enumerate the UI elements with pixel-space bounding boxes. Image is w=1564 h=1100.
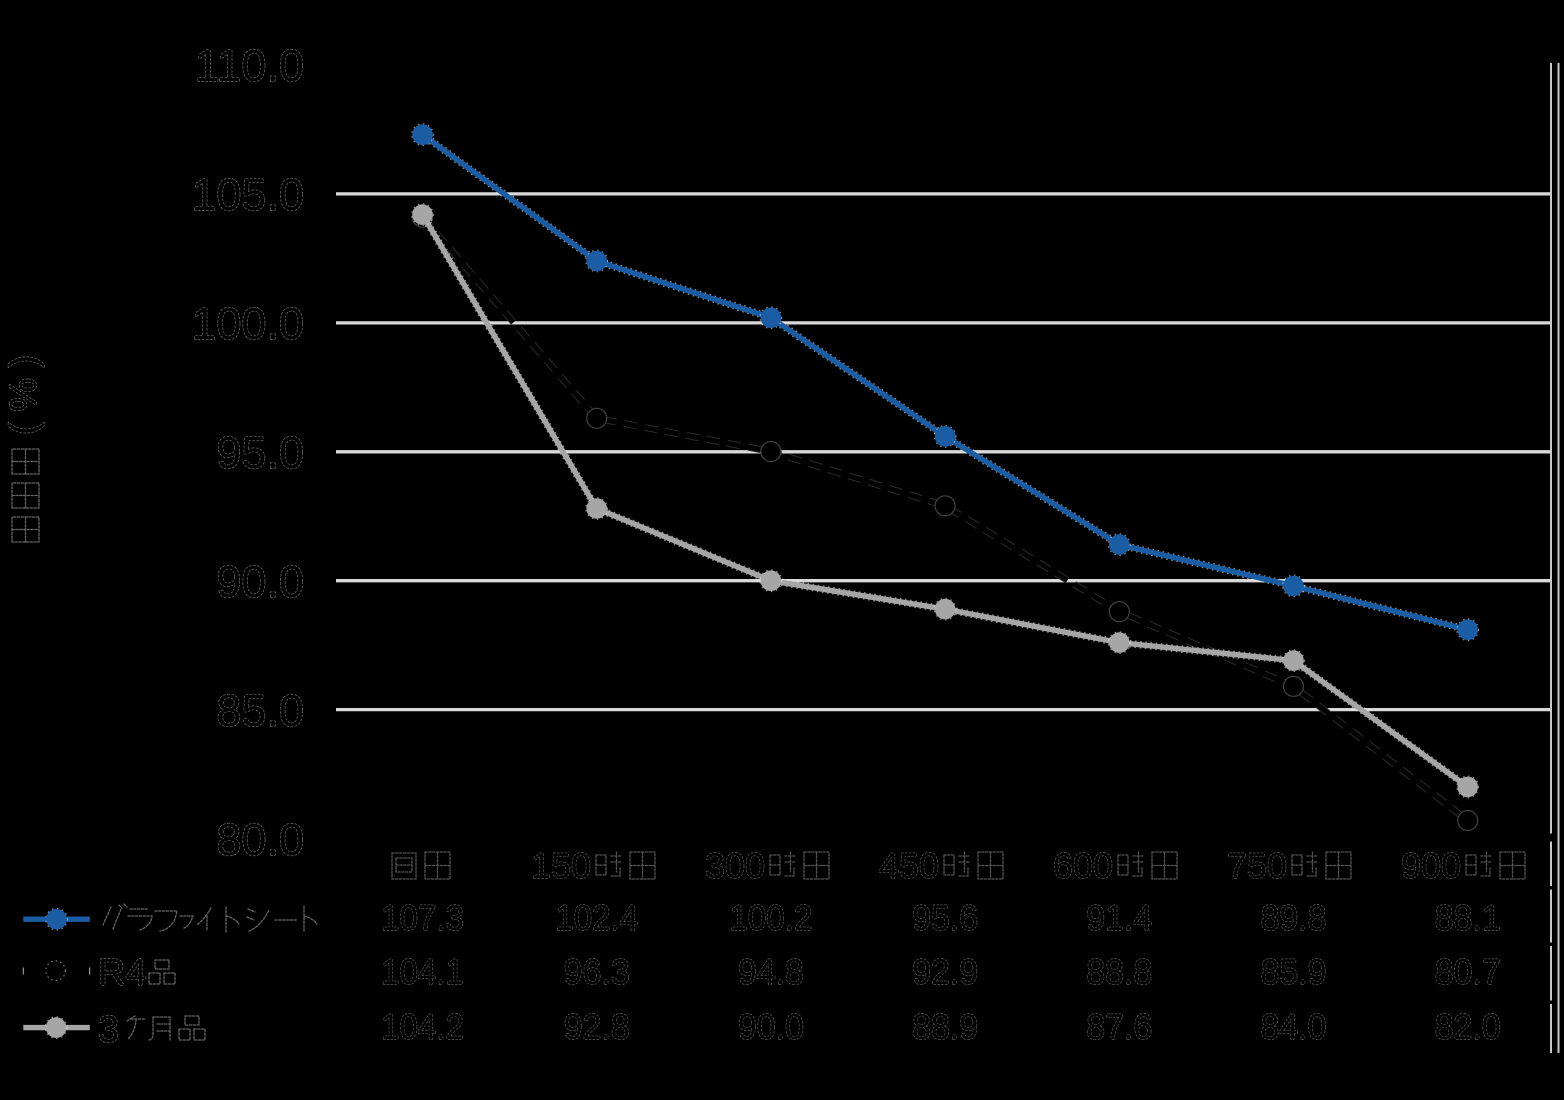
svg-text:94.8: 94.8 xyxy=(738,951,804,992)
svg-text:88.8: 88.8 xyxy=(1086,951,1152,992)
svg-text:100.2: 100.2 xyxy=(729,897,812,938)
svg-text:R4: R4 xyxy=(98,952,147,994)
svg-text:105.0: 105.0 xyxy=(191,169,304,220)
svg-text:80.7: 80.7 xyxy=(1435,951,1501,992)
svg-text:96.3: 96.3 xyxy=(564,951,630,992)
svg-text:100.0: 100.0 xyxy=(191,298,304,349)
svg-text:82.0: 82.0 xyxy=(1435,1006,1501,1047)
svg-text:450: 450 xyxy=(879,845,939,886)
svg-text:110.0: 110.0 xyxy=(195,40,304,91)
svg-text:900: 900 xyxy=(1401,845,1461,886)
svg-text:85.9: 85.9 xyxy=(1261,951,1327,992)
svg-text:92.9: 92.9 xyxy=(912,951,978,992)
svg-text:150: 150 xyxy=(531,845,591,886)
svg-text:104.2: 104.2 xyxy=(381,1006,464,1047)
svg-text:102.4: 102.4 xyxy=(555,897,638,938)
svg-text:107.3: 107.3 xyxy=(381,897,464,938)
svg-text:3: 3 xyxy=(98,1009,119,1051)
svg-text:92.8: 92.8 xyxy=(564,1006,630,1047)
svg-text:95.6: 95.6 xyxy=(912,897,978,938)
svg-text:600: 600 xyxy=(1053,845,1113,886)
svg-text:84.0: 84.0 xyxy=(1261,1006,1327,1047)
svg-text:750: 750 xyxy=(1227,845,1287,886)
svg-text:80.0: 80.0 xyxy=(216,814,304,865)
svg-text:95.0: 95.0 xyxy=(216,427,304,478)
svg-text:90.0: 90.0 xyxy=(738,1006,804,1047)
svg-text:89.8: 89.8 xyxy=(1261,897,1327,938)
svg-text:( % ): ( % ) xyxy=(3,355,45,435)
svg-text:85.0: 85.0 xyxy=(216,685,304,736)
svg-text:91.4: 91.4 xyxy=(1086,897,1152,938)
svg-text:300: 300 xyxy=(705,845,765,886)
svg-text:104.1: 104.1 xyxy=(381,951,464,992)
svg-text:88.1: 88.1 xyxy=(1435,897,1501,938)
svg-text:88.9: 88.9 xyxy=(912,1006,978,1047)
svg-text:87.6: 87.6 xyxy=(1086,1006,1152,1047)
svg-text:90.0: 90.0 xyxy=(216,556,304,607)
